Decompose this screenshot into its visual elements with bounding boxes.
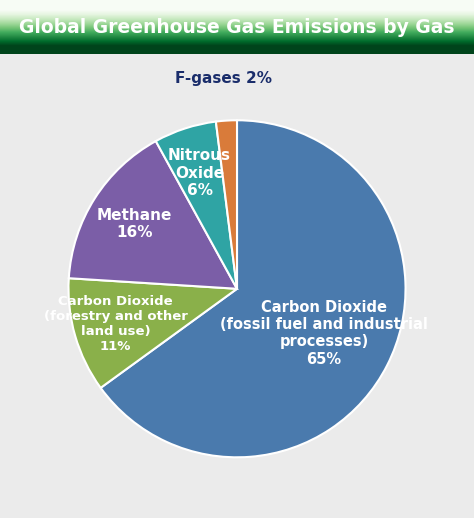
Wedge shape	[216, 120, 237, 289]
Wedge shape	[156, 122, 237, 289]
Text: F-gases 2%: F-gases 2%	[175, 71, 272, 86]
Text: Methane
16%: Methane 16%	[97, 208, 172, 240]
Wedge shape	[68, 278, 237, 388]
Wedge shape	[69, 141, 237, 289]
Text: Nitrous
Oxide
6%: Nitrous Oxide 6%	[168, 149, 231, 198]
Text: Carbon Dioxide
(fossil fuel and industrial
processes)
65%: Carbon Dioxide (fossil fuel and industri…	[220, 299, 428, 367]
Wedge shape	[100, 120, 406, 457]
Text: Global Greenhouse Gas Emissions by Gas: Global Greenhouse Gas Emissions by Gas	[19, 18, 455, 37]
Text: Carbon Dioxide
(forestry and other
land use)
11%: Carbon Dioxide (forestry and other land …	[44, 295, 188, 353]
